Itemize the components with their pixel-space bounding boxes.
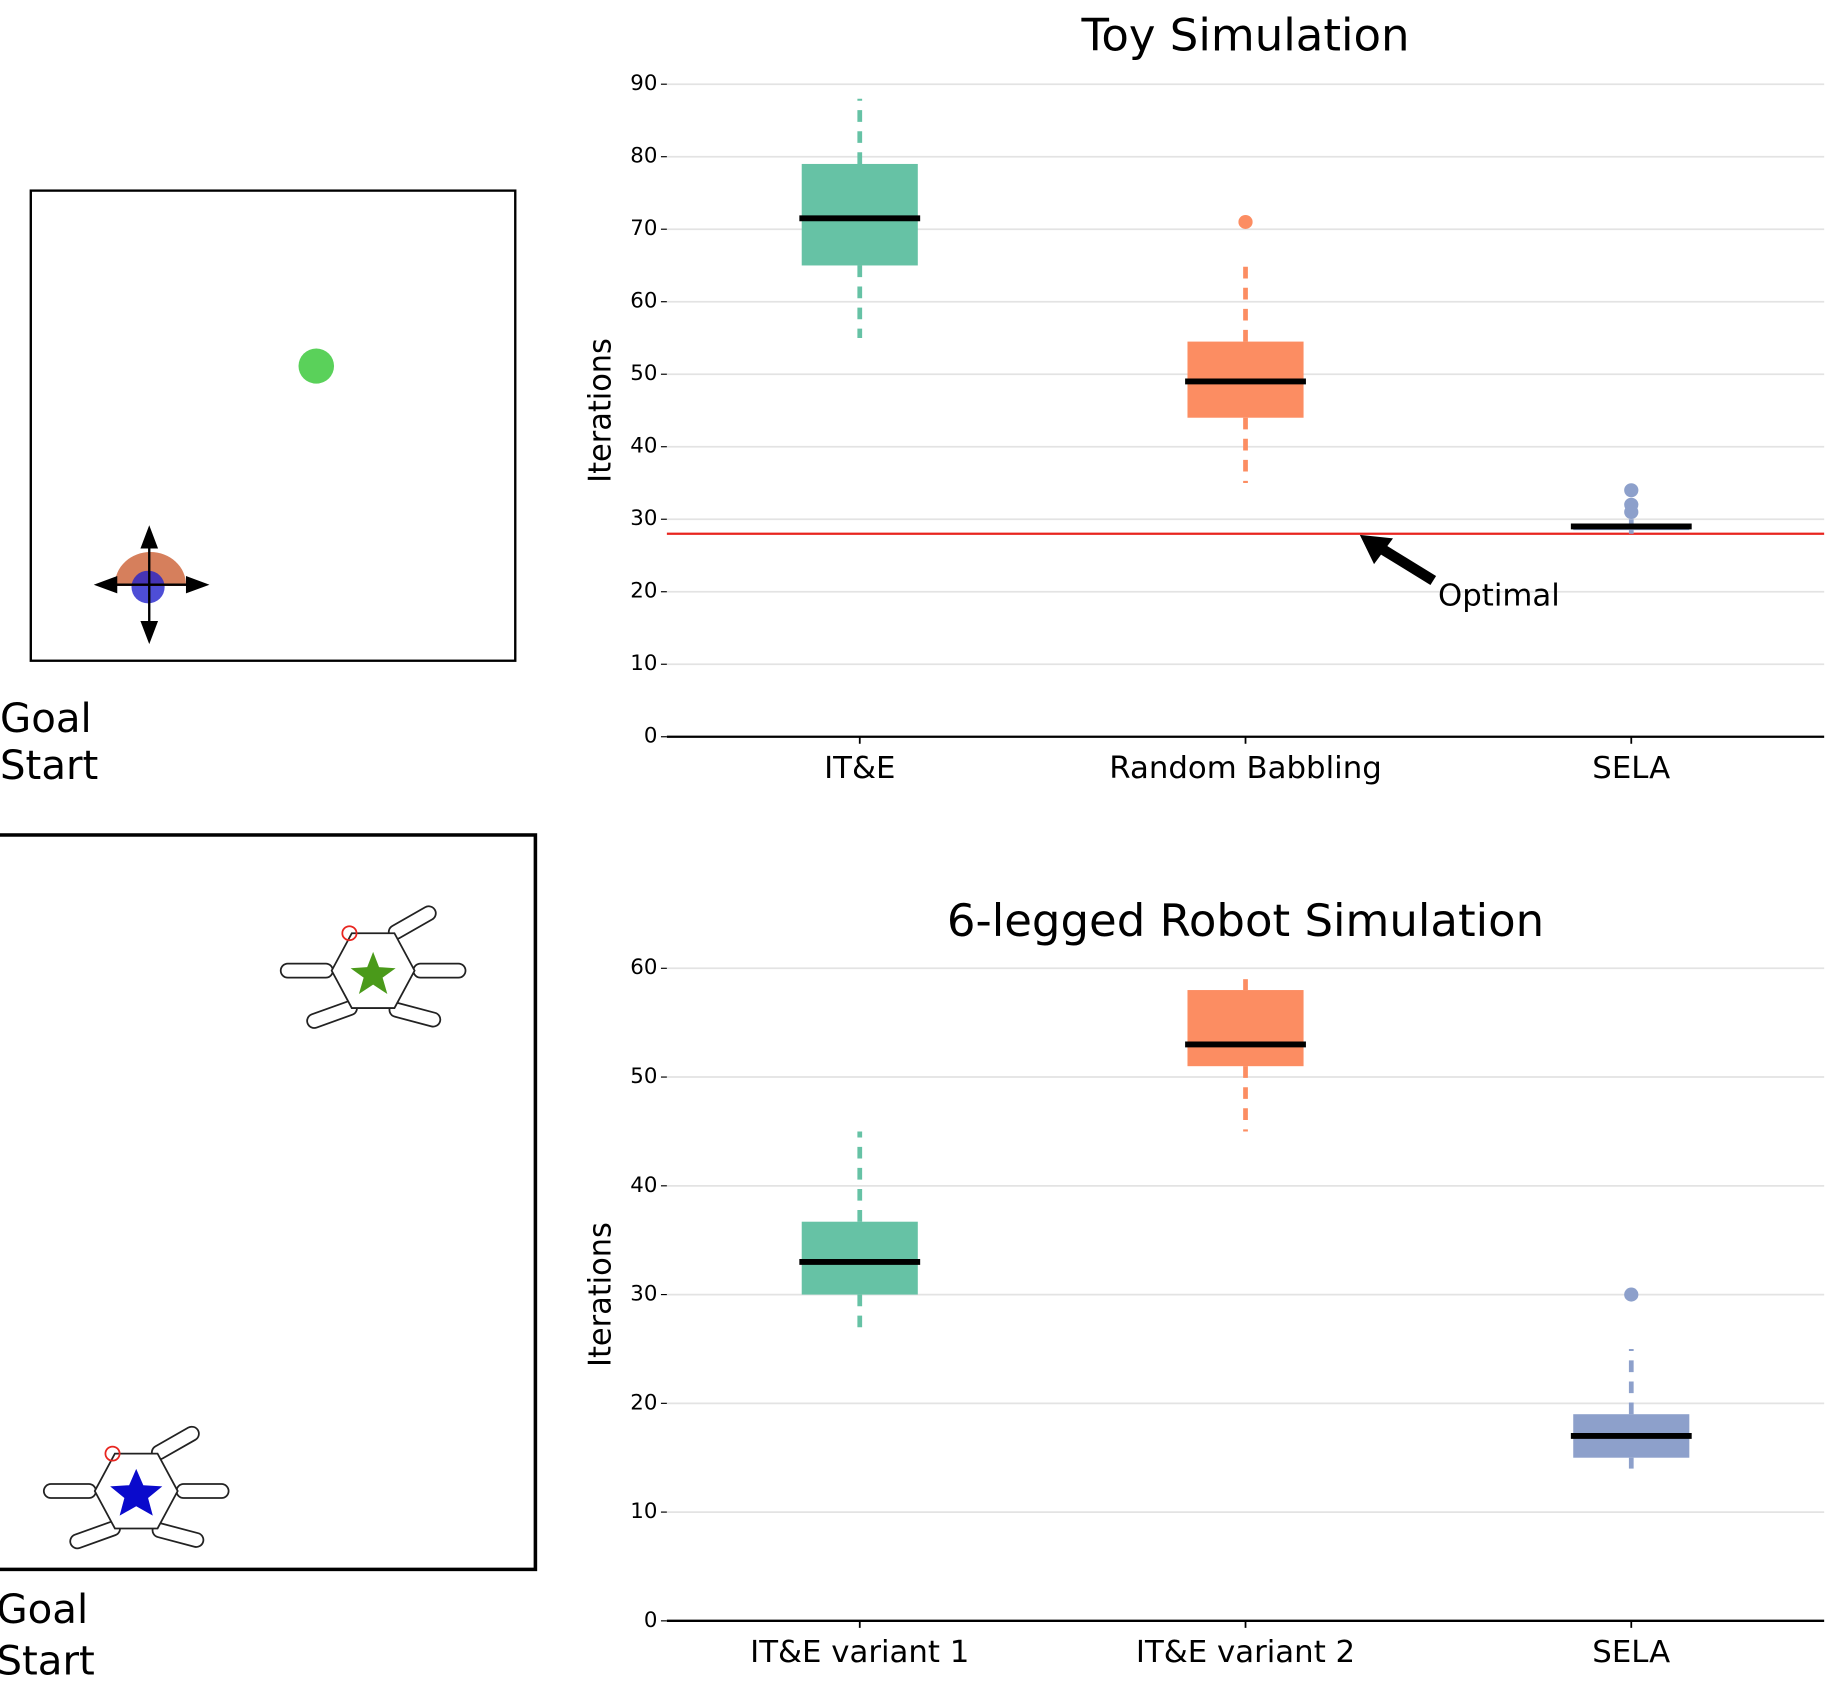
y-tick-label: 60: [630, 954, 657, 979]
x-tick-label: IT&E: [824, 751, 895, 786]
x-tick-label: SELA: [1592, 1635, 1670, 1670]
x-tick-label: Random Babbling: [1109, 751, 1382, 786]
y-tick-label: 30: [630, 505, 657, 530]
box: [1187, 990, 1304, 1067]
x-tick-label: IT&E variant 2: [1136, 1635, 1355, 1670]
x-tick-label: IT&E variant 1: [750, 1635, 969, 1670]
y-tick-label: 40: [630, 1172, 657, 1197]
y-tick-label: 30: [630, 1281, 657, 1306]
robot-diagram: Goal Start: [0, 833, 538, 1684]
y-tick-label: 80: [630, 143, 657, 168]
diagram-label: Start: [0, 1639, 95, 1684]
flier: [1624, 483, 1639, 498]
y-tick-label: 10: [630, 1498, 657, 1523]
y-axis-label: Iterations: [583, 1222, 618, 1367]
x-tick-label: SELA: [1592, 751, 1670, 786]
y-tick-label: 60: [630, 288, 657, 313]
flier: [1238, 214, 1253, 229]
annotation: Optimal: [1438, 579, 1560, 614]
flier: [1624, 1287, 1639, 1302]
chart-title: Toy Simulation: [1080, 9, 1409, 62]
y-tick-label: 50: [630, 360, 657, 385]
flier: [1624, 497, 1639, 512]
annotation-arrowhead: [1359, 534, 1393, 565]
y-axis-label: Iterations: [583, 338, 618, 483]
y-tick-label: 70: [630, 215, 657, 240]
y-tick-label: 0: [644, 1607, 658, 1632]
y-tick-label: 40: [630, 433, 657, 458]
y-tick-label: 10: [630, 650, 657, 675]
diagram-label: Start: [0, 743, 98, 789]
y-tick-label: 0: [644, 723, 658, 748]
box: [801, 163, 918, 266]
diagram-label: Goal: [0, 696, 92, 742]
y-tick-label: 90: [630, 70, 657, 95]
y-tick-label: 20: [630, 578, 657, 603]
diagram-label: Goal: [0, 1587, 88, 1633]
y-tick-label: 20: [630, 1389, 657, 1414]
box: [801, 1221, 918, 1295]
chart-title: 6-legged Robot Simulation: [947, 894, 1544, 947]
annotation-arrow: [1377, 543, 1437, 585]
toy-diagram: Goal Start: [0, 189, 517, 789]
y-tick-label: 50: [630, 1063, 657, 1088]
